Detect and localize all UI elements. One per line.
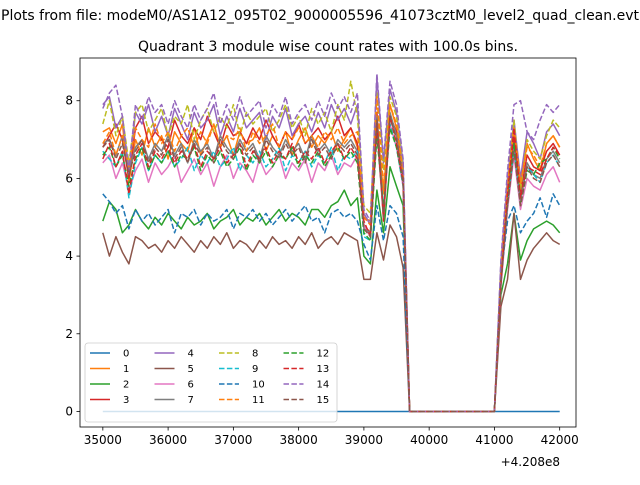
legend-label-5: 5 (188, 364, 194, 375)
legend-box (84, 342, 338, 423)
y-tick-label: 8 (65, 94, 73, 108)
figure-suptitle: Plots from file: modeM0/AS1A12_095T02_90… (1, 8, 639, 24)
legend-label-6: 6 (188, 380, 194, 391)
legend-label-1: 1 (123, 364, 129, 375)
legend-label-4: 4 (188, 349, 194, 360)
axes-layer: 35000 36000 37000 38000 39000 40000 41000 42000… (65, 57, 579, 447)
legend-label-11: 11 (252, 395, 265, 406)
legend-label-2: 2 (123, 380, 129, 391)
series-line-14 (102, 72, 561, 413)
series-line-15 (102, 115, 561, 413)
x-tick-label: 42000 (541, 433, 579, 447)
x-tick-label: 35000 (84, 433, 122, 447)
chart-title: Quadrant 3 module wise count rates with … (138, 39, 518, 55)
x-tick-label: 40000 (410, 433, 448, 447)
legend-label-0: 0 (123, 349, 129, 360)
legend-label-15: 15 (317, 395, 330, 406)
legend-label-13: 13 (317, 364, 330, 375)
x-tick-label: 38000 (280, 433, 318, 447)
x-tick-label: 39000 (345, 433, 383, 447)
y-tick-label: 0 (65, 404, 73, 418)
legend-label-3: 3 (123, 395, 129, 406)
x-tick-label: 41000 (475, 433, 513, 447)
x-tick-label: 36000 (149, 433, 187, 447)
legend-label-7: 7 (188, 395, 194, 406)
legend-label-14: 14 (317, 380, 330, 391)
series-layer (102, 72, 561, 413)
legend-label-10: 10 (252, 380, 265, 391)
x-tick-label: 37000 (214, 433, 252, 447)
legend-label-8: 8 (252, 349, 258, 360)
series-line-11 (102, 96, 561, 413)
legend-label-12: 12 (317, 349, 330, 360)
y-tick-label: 2 (65, 327, 73, 341)
y-tick-label: 6 (65, 171, 73, 185)
x-axis-offset-label: +4.208e8 (501, 455, 560, 469)
legend-label-9: 9 (252, 364, 258, 375)
axes-frame (79, 57, 577, 428)
y-tick-label: 4 (65, 249, 73, 263)
